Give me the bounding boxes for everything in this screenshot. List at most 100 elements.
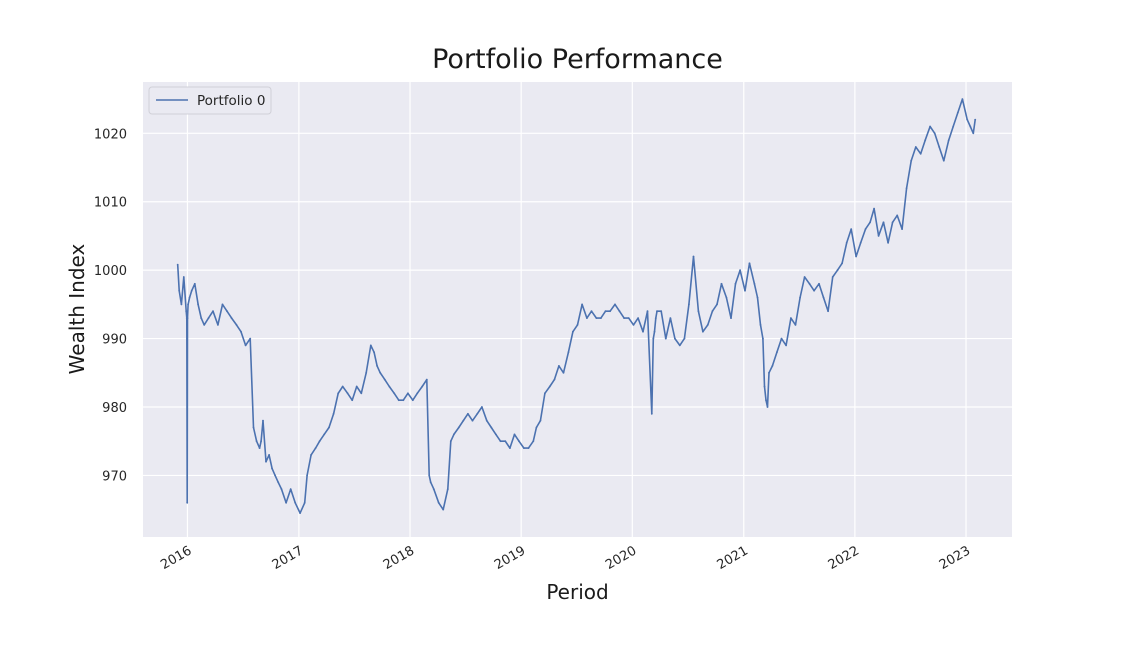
data-point — [924, 139, 927, 142]
data-point — [337, 392, 340, 395]
plot-area — [143, 82, 1012, 537]
data-point — [188, 296, 191, 299]
data-point — [495, 433, 497, 436]
data-point — [966, 118, 969, 121]
data-point — [674, 337, 676, 340]
data-point — [702, 330, 704, 333]
data-point — [771, 365, 774, 367]
data-point — [535, 426, 538, 429]
data-point — [785, 344, 787, 347]
data-point — [249, 337, 252, 340]
data-point — [972, 132, 975, 135]
data-point — [306, 474, 308, 477]
data-point — [642, 330, 644, 333]
data-point — [402, 399, 405, 402]
data-point — [653, 330, 656, 333]
data-point — [271, 467, 273, 470]
data-point — [558, 365, 560, 367]
data-point — [618, 310, 621, 313]
data-point — [383, 378, 386, 381]
data-point — [808, 282, 811, 285]
data-point — [929, 125, 931, 128]
data-point — [332, 412, 335, 415]
data-point — [260, 440, 262, 443]
legend-box — [148, 86, 272, 115]
data-point — [462, 419, 465, 422]
data-point — [799, 296, 801, 299]
chart-title: Portfolio Performance — [432, 44, 723, 75]
x-tick-label: 2018 — [381, 543, 417, 573]
data-point — [845, 241, 848, 244]
data-point — [753, 282, 756, 285]
data-point — [766, 406, 769, 408]
data-point — [961, 98, 964, 100]
data-point — [453, 433, 455, 436]
data-point — [544, 392, 546, 395]
data-point — [600, 317, 602, 319]
data-point — [180, 303, 183, 306]
data-point — [314, 447, 317, 449]
data-point — [776, 351, 778, 354]
data-point — [289, 488, 292, 490]
data-point — [891, 221, 894, 224]
data-point — [393, 392, 396, 395]
data-point — [318, 440, 321, 443]
data-point — [299, 512, 301, 514]
data-point — [646, 310, 649, 313]
x-tick-label: 2016 — [158, 543, 194, 573]
data-point — [504, 440, 507, 443]
data-point — [341, 385, 344, 388]
data-point — [255, 440, 258, 443]
data-point — [499, 440, 502, 443]
data-point — [744, 289, 746, 292]
x-axis-label: Period — [546, 580, 609, 604]
data-point — [864, 228, 867, 231]
data-point — [882, 221, 885, 224]
data-point — [527, 447, 530, 449]
data-point — [200, 317, 203, 319]
data-point — [678, 344, 681, 347]
data-point — [632, 324, 635, 326]
data-point — [905, 187, 908, 190]
data-point — [346, 392, 349, 395]
x-axis-ticks: 2016 2017 2018 2019 2020 2021 2022 2023 — [158, 543, 973, 573]
data-point — [244, 344, 247, 347]
data-point — [523, 447, 525, 449]
data-point — [187, 303, 190, 306]
y-tick-label: 1020 — [94, 127, 127, 142]
data-point — [725, 296, 728, 299]
data-point — [471, 419, 474, 422]
data-point — [748, 262, 751, 265]
data-point — [176, 263, 179, 266]
data-point — [532, 440, 535, 443]
data-point — [768, 371, 770, 374]
data-point — [197, 303, 200, 306]
y-tick-label: 990 — [102, 333, 127, 348]
data-point — [974, 118, 977, 121]
data-point — [277, 481, 280, 484]
data-point — [212, 310, 214, 313]
data-point — [207, 317, 210, 319]
data-point — [697, 310, 700, 313]
data-point — [258, 447, 261, 449]
data-point — [739, 269, 741, 272]
data-point — [850, 228, 853, 231]
data-point — [221, 303, 224, 306]
data-point — [432, 488, 435, 490]
data-point — [280, 488, 283, 490]
y-axis-ticks: 970 980 990 1000 1010 1020 — [94, 127, 127, 484]
data-point — [457, 426, 460, 429]
data-point — [294, 501, 297, 504]
data-point — [178, 289, 181, 292]
data-point — [822, 296, 825, 299]
x-tick-label: 2017 — [270, 543, 306, 573]
data-point — [303, 501, 306, 504]
data-point — [437, 501, 440, 504]
data-point — [407, 392, 409, 395]
data-point — [720, 282, 723, 285]
data-point — [730, 317, 732, 319]
data-point — [873, 207, 875, 210]
data-point — [818, 282, 820, 285]
data-point — [901, 228, 903, 231]
